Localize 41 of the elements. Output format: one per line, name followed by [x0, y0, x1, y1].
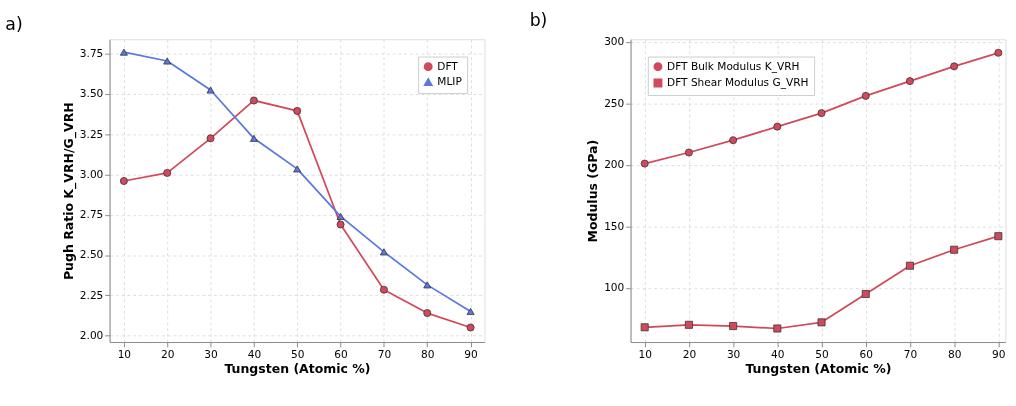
x-tick-label: 90 — [992, 347, 1006, 360]
y-tick-label: 2.50 — [79, 248, 104, 261]
chart-title: b) — [529, 10, 548, 31]
y-tick-label: 3.00 — [79, 167, 104, 180]
legend-label: DFT Shear Modulus G_VRH — [667, 75, 809, 89]
x-tick-label: 10 — [117, 347, 132, 360]
x-tick-label: 50 — [815, 347, 829, 360]
y-axis-title: Modulus (GPa) — [585, 139, 601, 243]
y-tick-label: 2.25 — [79, 288, 104, 301]
x-tick-label: 70 — [377, 347, 392, 360]
y-tick-label: 3.50 — [79, 87, 104, 100]
x-axis-title: Tungsten (Atomic %) — [745, 361, 892, 377]
x-tick-label: 60 — [334, 347, 349, 360]
y-tick-label: 300 — [604, 35, 625, 48]
x-tick-label: 80 — [947, 347, 962, 360]
x-tick-label: 20 — [682, 347, 697, 360]
x-tick-label: 90 — [464, 347, 479, 360]
y-tick-label: 250 — [604, 96, 625, 109]
y-axis-title: Pugh Ratio K_VRH/G_VRH — [61, 102, 78, 281]
x-tick-label: 60 — [859, 347, 874, 360]
x-tick-label: 30 — [726, 347, 741, 360]
legend-label: MLIP — [437, 74, 463, 87]
x-tick-label: 40 — [247, 347, 262, 360]
y-tick-label: 2.00 — [79, 328, 104, 341]
x-tick-label: 20 — [160, 347, 175, 360]
x-tick-label: 50 — [290, 347, 305, 360]
legend-label: DFT — [437, 59, 459, 72]
x-tick-label: 10 — [638, 347, 653, 360]
legend-label: DFT Bulk Modulus K_VRH — [667, 59, 800, 73]
x-axis-title: Tungsten (Atomic %) — [224, 361, 371, 377]
chart-title: a) — [5, 13, 23, 34]
x-tick-label: 70 — [903, 347, 918, 360]
y-tick-label: 2.75 — [79, 208, 104, 221]
y-tick-label: 3.75 — [79, 47, 104, 60]
y-tick-label: 100 — [604, 281, 625, 294]
y-tick-label: 150 — [604, 219, 625, 232]
x-tick-label: 80 — [421, 347, 435, 360]
x-tick-label: 30 — [204, 347, 219, 360]
y-tick-label: 200 — [604, 158, 625, 171]
x-tick-label: 40 — [771, 347, 785, 360]
y-tick-label: 3.25 — [79, 127, 104, 140]
